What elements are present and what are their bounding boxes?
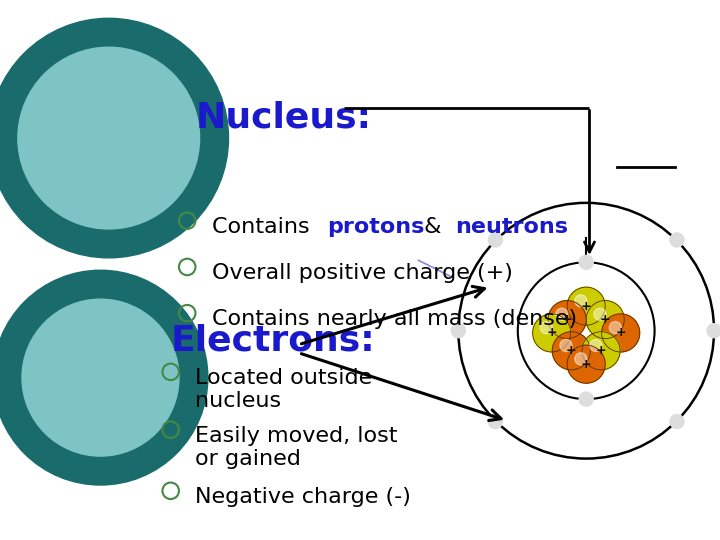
Circle shape [590,339,602,352]
Circle shape [602,314,639,352]
Circle shape [548,301,586,339]
Circle shape [0,270,208,485]
Text: +: + [566,345,577,357]
Text: +: + [600,313,611,326]
Text: Electrons:: Electrons: [171,324,375,358]
Circle shape [533,314,571,352]
Text: Contains nearly all mass (dense): Contains nearly all mass (dense) [212,309,577,329]
Text: +: + [595,345,606,357]
Circle shape [579,255,593,269]
Text: +: + [581,357,592,370]
Text: Located outside
nucleus: Located outside nucleus [195,368,373,411]
Circle shape [670,414,684,429]
Circle shape [18,47,199,229]
Circle shape [582,332,620,370]
Text: Negative charge (-): Negative charge (-) [195,487,411,507]
Text: protons: protons [327,217,425,237]
Circle shape [556,308,568,320]
Circle shape [594,308,606,320]
Circle shape [567,287,606,325]
Circle shape [586,301,624,339]
Circle shape [552,332,590,370]
Text: Overall positive charge (+): Overall positive charge (+) [212,263,513,283]
Text: +: + [546,327,557,340]
Text: Nucleus:: Nucleus: [195,101,372,135]
Circle shape [609,321,621,334]
Text: &: & [417,217,449,237]
Text: neutrons: neutrons [455,217,568,237]
Circle shape [488,233,503,247]
Circle shape [540,321,552,334]
Circle shape [451,323,465,338]
Circle shape [488,414,503,429]
Circle shape [575,353,587,365]
Text: Easily moved, lost
or gained: Easily moved, lost or gained [195,426,398,469]
Circle shape [22,299,179,456]
Circle shape [560,339,572,352]
Circle shape [575,295,587,307]
Text: +: + [562,313,572,326]
Circle shape [579,392,593,406]
Circle shape [670,233,684,247]
Text: +: + [616,327,626,340]
Circle shape [707,323,720,338]
Circle shape [0,18,228,258]
Circle shape [567,345,606,383]
Text: Contains: Contains [212,217,317,237]
Text: +: + [581,300,592,313]
